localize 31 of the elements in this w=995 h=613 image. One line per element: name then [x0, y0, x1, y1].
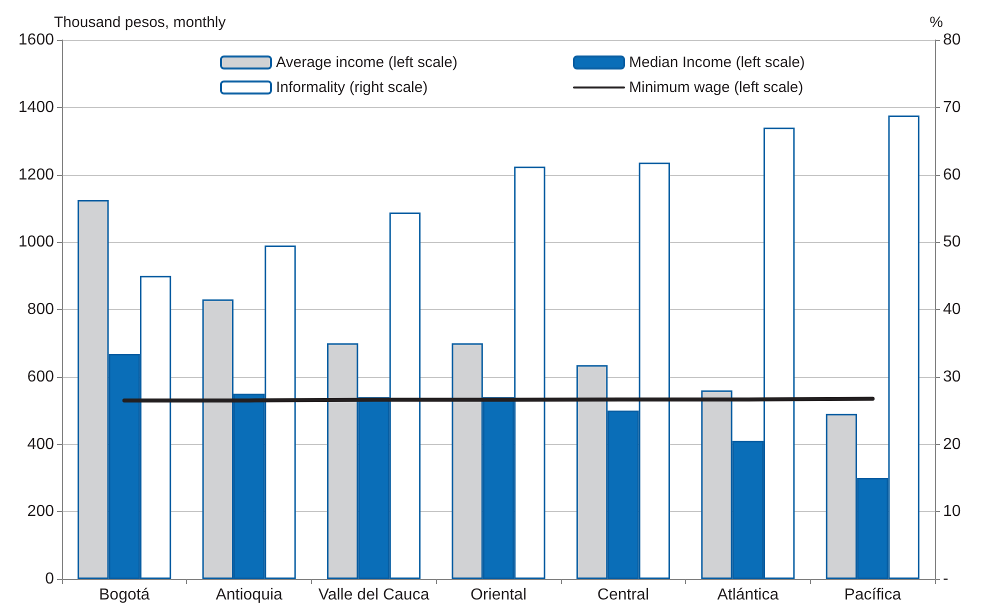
y-tick-label: 1600	[18, 32, 54, 48]
y2-tick-label: -	[943, 570, 948, 588]
y2-tick-label: 20	[943, 436, 961, 453]
legend-label: Average income (left scale)	[276, 54, 458, 71]
y2-tick-label: 50	[943, 234, 961, 251]
y-axis-title: Thousand pesos, monthly	[54, 14, 226, 31]
x-tick-label: Oriental	[470, 586, 527, 604]
x-tick-label: Valle del Cauca	[318, 586, 430, 604]
legend-label: Minimum wage (left scale)	[629, 79, 804, 96]
y2-axis-title: %	[930, 14, 943, 31]
y-tick-label: 1200	[18, 166, 54, 184]
y2-tick-label: 10	[943, 503, 961, 520]
y2-tick-label: 30	[943, 368, 961, 386]
x-tick-label: Central	[597, 586, 650, 604]
y-tick-label: 1000	[18, 234, 54, 251]
x-tick-label: Antioquia	[216, 586, 283, 604]
y2-tick-label: 80	[943, 32, 961, 48]
y2-tick-label: 60	[943, 166, 961, 184]
y-tick-label: 1400	[18, 98, 54, 116]
y-tick-label: 800	[27, 301, 54, 318]
x-tick-label: Pacífica	[844, 586, 902, 604]
x-tick-label: Bogotá	[99, 586, 150, 604]
y-tick-label: 400	[27, 436, 54, 453]
y-tick-label: 0	[45, 570, 54, 588]
legend-label: Median Income (left scale)	[629, 54, 805, 71]
legend-label: Informality (right scale)	[276, 79, 428, 96]
y-tick-label: 600	[27, 368, 54, 386]
y2-tick-label: 70	[943, 98, 961, 116]
x-tick-label: Atlántica	[717, 586, 779, 604]
y-tick-label: 200	[27, 503, 54, 520]
y2-tick-label: 40	[943, 301, 961, 318]
